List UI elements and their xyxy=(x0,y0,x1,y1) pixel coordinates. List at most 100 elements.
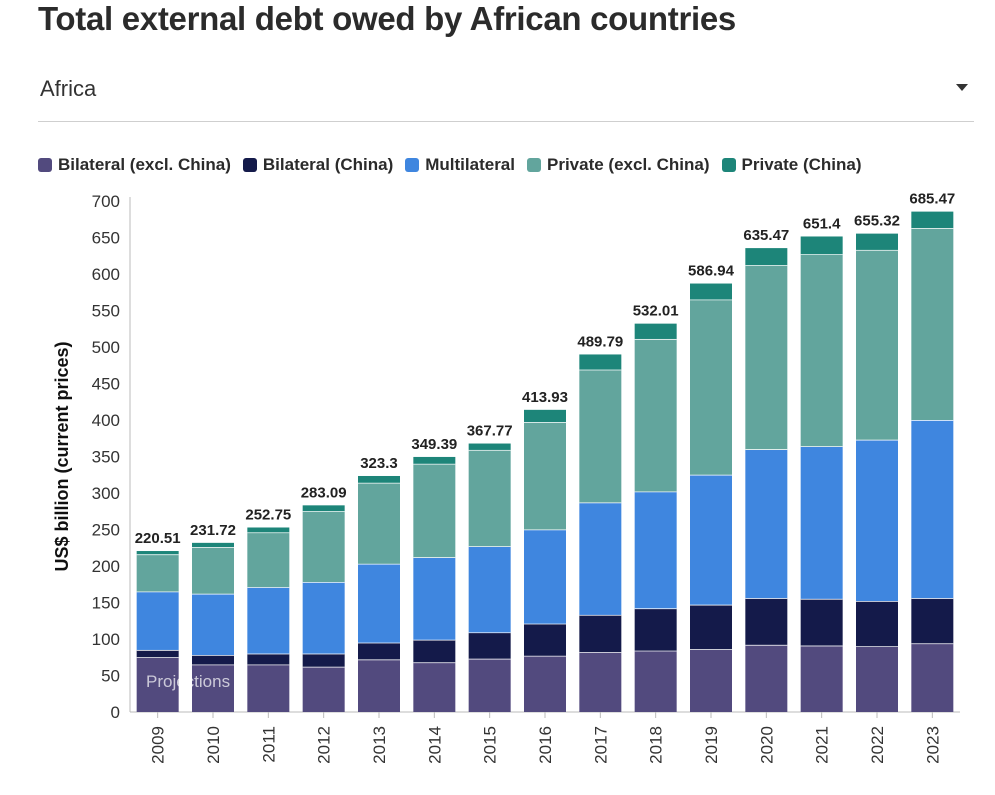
bar-segment xyxy=(302,666,345,712)
bar-segment xyxy=(524,623,566,656)
bar-segment xyxy=(136,551,179,555)
legend-item[interactable]: Bilateral (China) xyxy=(242,155,394,175)
bar-segment xyxy=(690,283,732,300)
legend-swatch xyxy=(527,158,541,172)
bar-total-label: 532.01 xyxy=(633,303,679,320)
bar-segment xyxy=(302,653,345,667)
legend-label: Private (excl. China) xyxy=(547,155,710,174)
legend-item[interactable]: Private (excl. China) xyxy=(527,155,710,175)
bar-segment xyxy=(800,598,843,646)
bar-segment xyxy=(690,299,732,475)
bar-total-label: 685.47 xyxy=(909,191,955,208)
bar-total-label: 651.4 xyxy=(803,215,841,232)
bar-segment xyxy=(413,557,456,640)
bar-segment xyxy=(358,563,400,643)
bar-segment xyxy=(524,655,566,712)
bar-segment xyxy=(911,643,954,712)
bar-segment xyxy=(247,587,290,654)
x-tick-label: 2021 xyxy=(813,726,832,764)
bar-total-label: 283.09 xyxy=(301,484,347,501)
y-tick-label: 550 xyxy=(92,302,120,321)
bar-segment xyxy=(247,532,290,588)
y-tick-label: 150 xyxy=(92,594,120,613)
bar-segment xyxy=(634,338,677,492)
y-tick-label: 50 xyxy=(101,667,120,686)
bar-segment xyxy=(579,652,622,712)
y-tick-label: 350 xyxy=(92,448,120,467)
chart-title: Total external debt owed by African coun… xyxy=(38,0,736,37)
bar-segment xyxy=(579,369,622,503)
bar-segment xyxy=(302,582,345,654)
x-tick-label: 2015 xyxy=(481,726,500,764)
bar-total-label: 252.75 xyxy=(245,506,291,523)
bar-total-label: 655.32 xyxy=(854,213,900,230)
y-tick-label: 650 xyxy=(92,229,120,248)
x-tick-label: 2020 xyxy=(757,726,776,764)
bar-segment xyxy=(136,657,179,712)
bar-segment xyxy=(136,649,179,658)
x-tick-label: 2011 xyxy=(259,726,278,763)
bar-segment xyxy=(192,593,234,656)
bar-total-label: 231.72 xyxy=(190,522,236,539)
bar-segment xyxy=(800,254,843,447)
y-axis-label: US$ billion (current prices) xyxy=(52,341,72,571)
bar-segment xyxy=(856,646,898,712)
bar-segment xyxy=(247,664,290,712)
bar-segment xyxy=(579,502,622,615)
bar-segment xyxy=(192,664,234,712)
bar-segment xyxy=(745,265,788,450)
bar-segment xyxy=(413,463,456,558)
bar-segment xyxy=(358,482,400,564)
bar-segment xyxy=(247,653,290,665)
bar-segment xyxy=(524,409,566,423)
x-tick-label: 2010 xyxy=(204,726,223,764)
x-tick-label: 2023 xyxy=(923,726,942,764)
legend-swatch xyxy=(38,158,52,172)
x-tick-label: 2018 xyxy=(647,726,666,764)
bar-segment xyxy=(856,233,898,250)
bar-segment xyxy=(911,228,954,420)
bar-segment xyxy=(745,644,788,712)
bar-segment xyxy=(358,475,400,483)
bar-total-label: 323.3 xyxy=(360,455,398,472)
bar-segment xyxy=(856,601,898,647)
bar-segment xyxy=(413,456,456,464)
bar-total-label: 220.51 xyxy=(135,530,181,547)
chevron-down-icon[interactable] xyxy=(956,84,968,91)
bar-total-label: 413.93 xyxy=(522,389,568,406)
legend-label: Private (China) xyxy=(741,155,862,174)
legend-item[interactable]: Private (China) xyxy=(721,155,862,175)
bar-segment xyxy=(192,547,234,594)
bar-segment xyxy=(690,604,732,650)
bar-segment xyxy=(579,614,622,653)
region-select[interactable]: Africa xyxy=(38,66,974,122)
bar-segment xyxy=(745,449,788,599)
bar-segment xyxy=(302,511,345,583)
bar-segment xyxy=(524,422,566,530)
x-tick-label: 2019 xyxy=(702,726,721,764)
bar-total-label: 635.47 xyxy=(743,227,789,244)
bar-segment xyxy=(745,248,788,266)
bar-total-label: 349.39 xyxy=(411,436,457,453)
x-tick-label: 2013 xyxy=(370,726,389,764)
y-tick-label: 250 xyxy=(92,521,120,540)
legend-item[interactable]: Bilateral (excl. China) xyxy=(38,155,231,175)
bar-segment xyxy=(468,443,511,450)
bar-segment xyxy=(468,632,511,659)
legend-label: Bilateral (China) xyxy=(262,155,394,174)
bar-segment xyxy=(856,439,898,602)
bar-segment xyxy=(856,249,898,440)
legend-item[interactable]: Multilateral xyxy=(405,155,515,175)
bar-segment xyxy=(302,505,345,512)
legend-swatch xyxy=(405,158,420,172)
x-tick-label: 2014 xyxy=(425,726,444,764)
bar-segment xyxy=(800,645,843,712)
x-tick-label: 2016 xyxy=(536,726,555,764)
bar-segment xyxy=(745,598,788,645)
bar-segment xyxy=(690,474,732,605)
bar-segment xyxy=(911,420,954,599)
y-tick-label: 500 xyxy=(92,338,120,357)
bar-segment xyxy=(634,650,677,712)
bar-segment xyxy=(192,542,234,548)
